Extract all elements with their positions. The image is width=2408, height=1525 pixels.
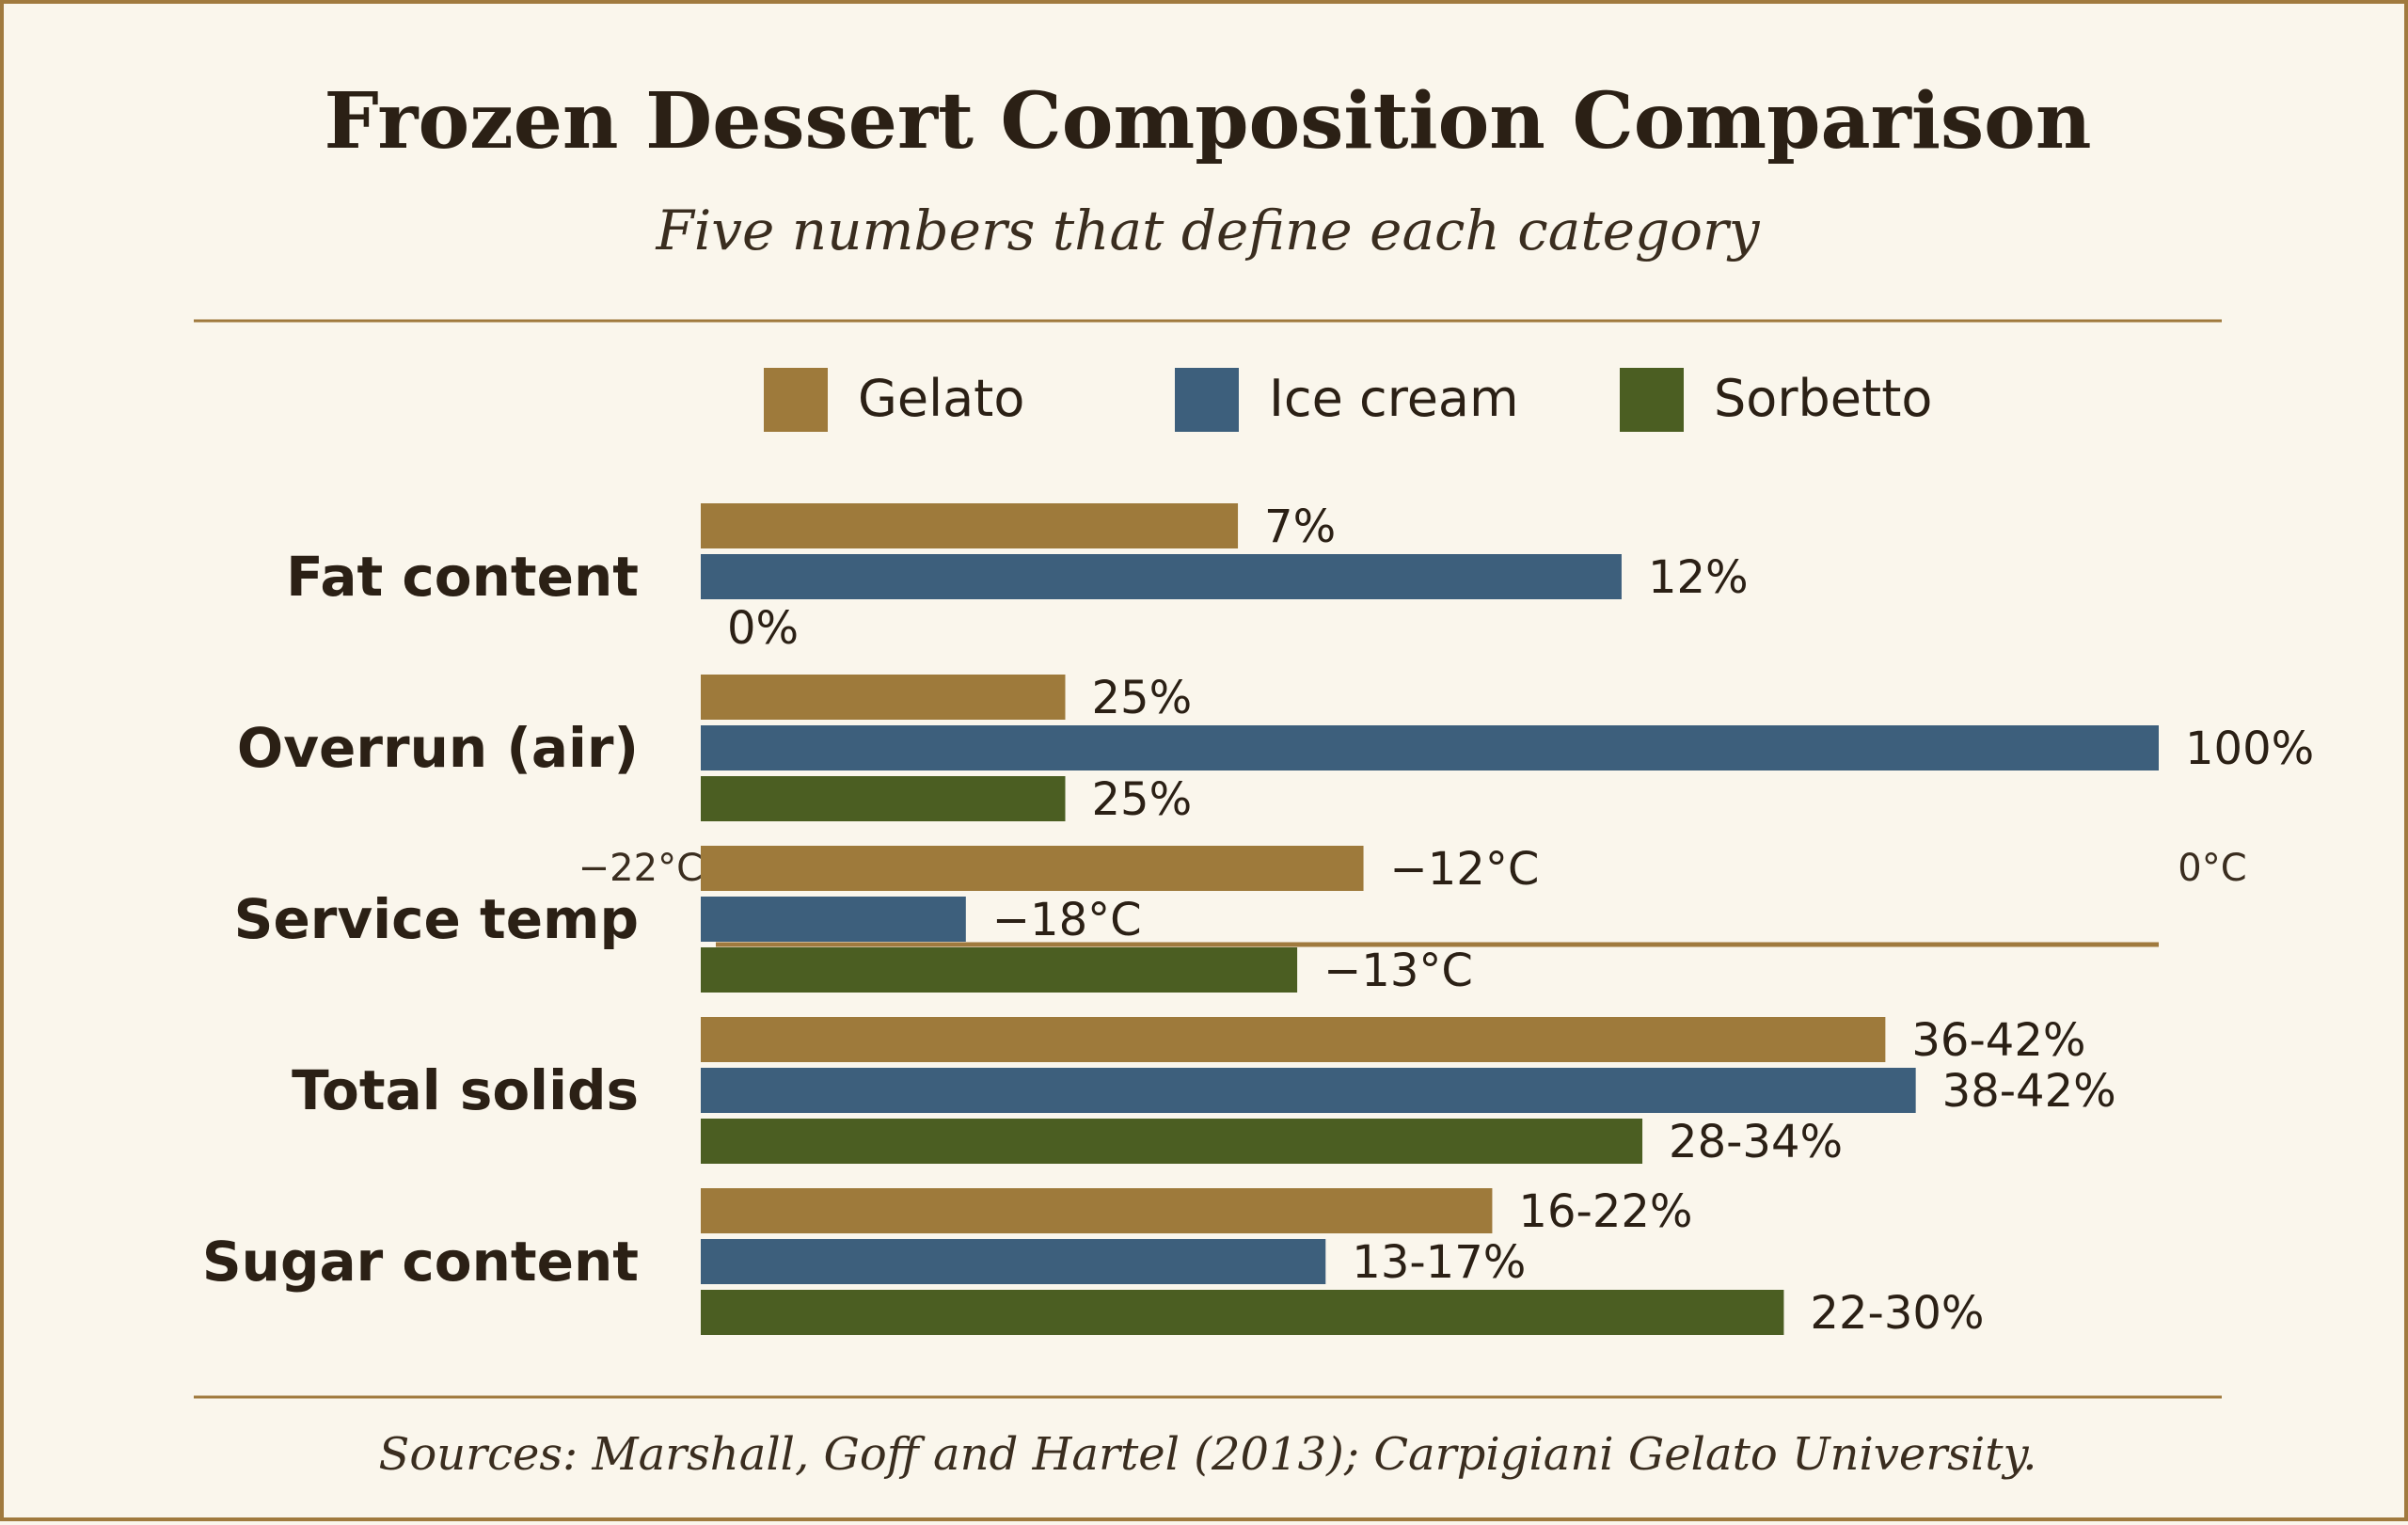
bar-fat-content-ice-cream xyxy=(701,554,1622,599)
value-label-sugar-content-ice-cream: 13-17% xyxy=(1352,1236,1526,1289)
bar-sugar-content-sorbetto xyxy=(701,1290,1784,1335)
bar-service-temp-gelato xyxy=(701,846,1364,891)
bar-overrun-air-sorbetto xyxy=(701,776,1066,821)
value-label-service-temp-sorbetto: −13°C xyxy=(1323,945,1473,997)
plot-area: Fat content 7% 12% 0% Overrun (air) 25% 100% 25… xyxy=(202,500,2314,1340)
value-label-fat-content-sorbetto: 0% xyxy=(727,602,799,655)
legend-label-sorbetto: Sorbetto xyxy=(1714,369,1932,428)
chart: Frozen Dessert Composition Comparison Fi… xyxy=(194,76,2314,1481)
value-label-total-solids-sorbetto: 28-34% xyxy=(1669,1116,1843,1168)
value-label-sugar-content-gelato: 16-22% xyxy=(1518,1185,1692,1238)
legend: Gelato Ice cream Sorbetto xyxy=(764,368,1932,432)
bar-total-solids-ice-cream xyxy=(701,1068,1916,1113)
legend-swatch-sorbetto xyxy=(1620,368,1684,432)
value-label-overrun-air-sorbetto: 25% xyxy=(1092,773,1193,826)
temp-scale-max-label: 0°C xyxy=(2178,847,2246,890)
bar-fat-content-gelato xyxy=(701,503,1239,548)
source-note: Sources: Marshall, Goff and Hartel (2013… xyxy=(378,1428,2036,1481)
bar-overrun-air-gelato xyxy=(701,675,1066,720)
value-label-service-temp-ice-cream: −18°C xyxy=(992,894,1142,946)
value-label-total-solids-ice-cream: 38-42% xyxy=(1942,1065,2116,1118)
value-label-overrun-air-ice-cream: 100% xyxy=(2185,723,2314,775)
chart-subtitle: Five numbers that define each category xyxy=(655,199,1760,262)
legend-label-ice-cream: Ice cream xyxy=(1269,369,1519,428)
value-label-overrun-air-gelato: 25% xyxy=(1092,672,1193,724)
legend-label-gelato: Gelato xyxy=(858,369,1024,428)
category-label-fat-content: Fat content xyxy=(286,545,639,609)
bar-sugar-content-gelato xyxy=(701,1188,1493,1233)
chart-title: Frozen Dessert Composition Comparison xyxy=(325,76,2092,167)
value-label-service-temp-gelato: −12°C xyxy=(1390,843,1540,896)
legend-swatch-gelato xyxy=(764,368,828,432)
category-label-sugar-content: Sugar content xyxy=(202,1230,639,1294)
bar-total-solids-gelato xyxy=(701,1017,1886,1062)
value-label-total-solids-gelato: 36-42% xyxy=(1911,1014,2085,1067)
bar-total-solids-sorbetto xyxy=(701,1119,1643,1164)
value-label-sugar-content-sorbetto: 22-30% xyxy=(1810,1287,1984,1340)
bar-service-temp-sorbetto xyxy=(701,947,1298,993)
category-label-service-temp: Service temp xyxy=(234,887,639,951)
legend-swatch-ice-cream xyxy=(1175,368,1239,432)
category-label-total-solids: Total solids xyxy=(292,1058,639,1122)
category-label-overrun-air: Overrun (air) xyxy=(237,716,639,780)
bar-sugar-content-ice-cream xyxy=(701,1239,1326,1284)
bar-overrun-air-ice-cream xyxy=(701,725,2159,770)
bar-service-temp-ice-cream xyxy=(701,897,966,942)
temp-scale-min-label: −22°C xyxy=(578,847,703,890)
value-label-fat-content-gelato: 7% xyxy=(1264,500,1336,553)
value-label-fat-content-ice-cream: 12% xyxy=(1648,551,1749,604)
